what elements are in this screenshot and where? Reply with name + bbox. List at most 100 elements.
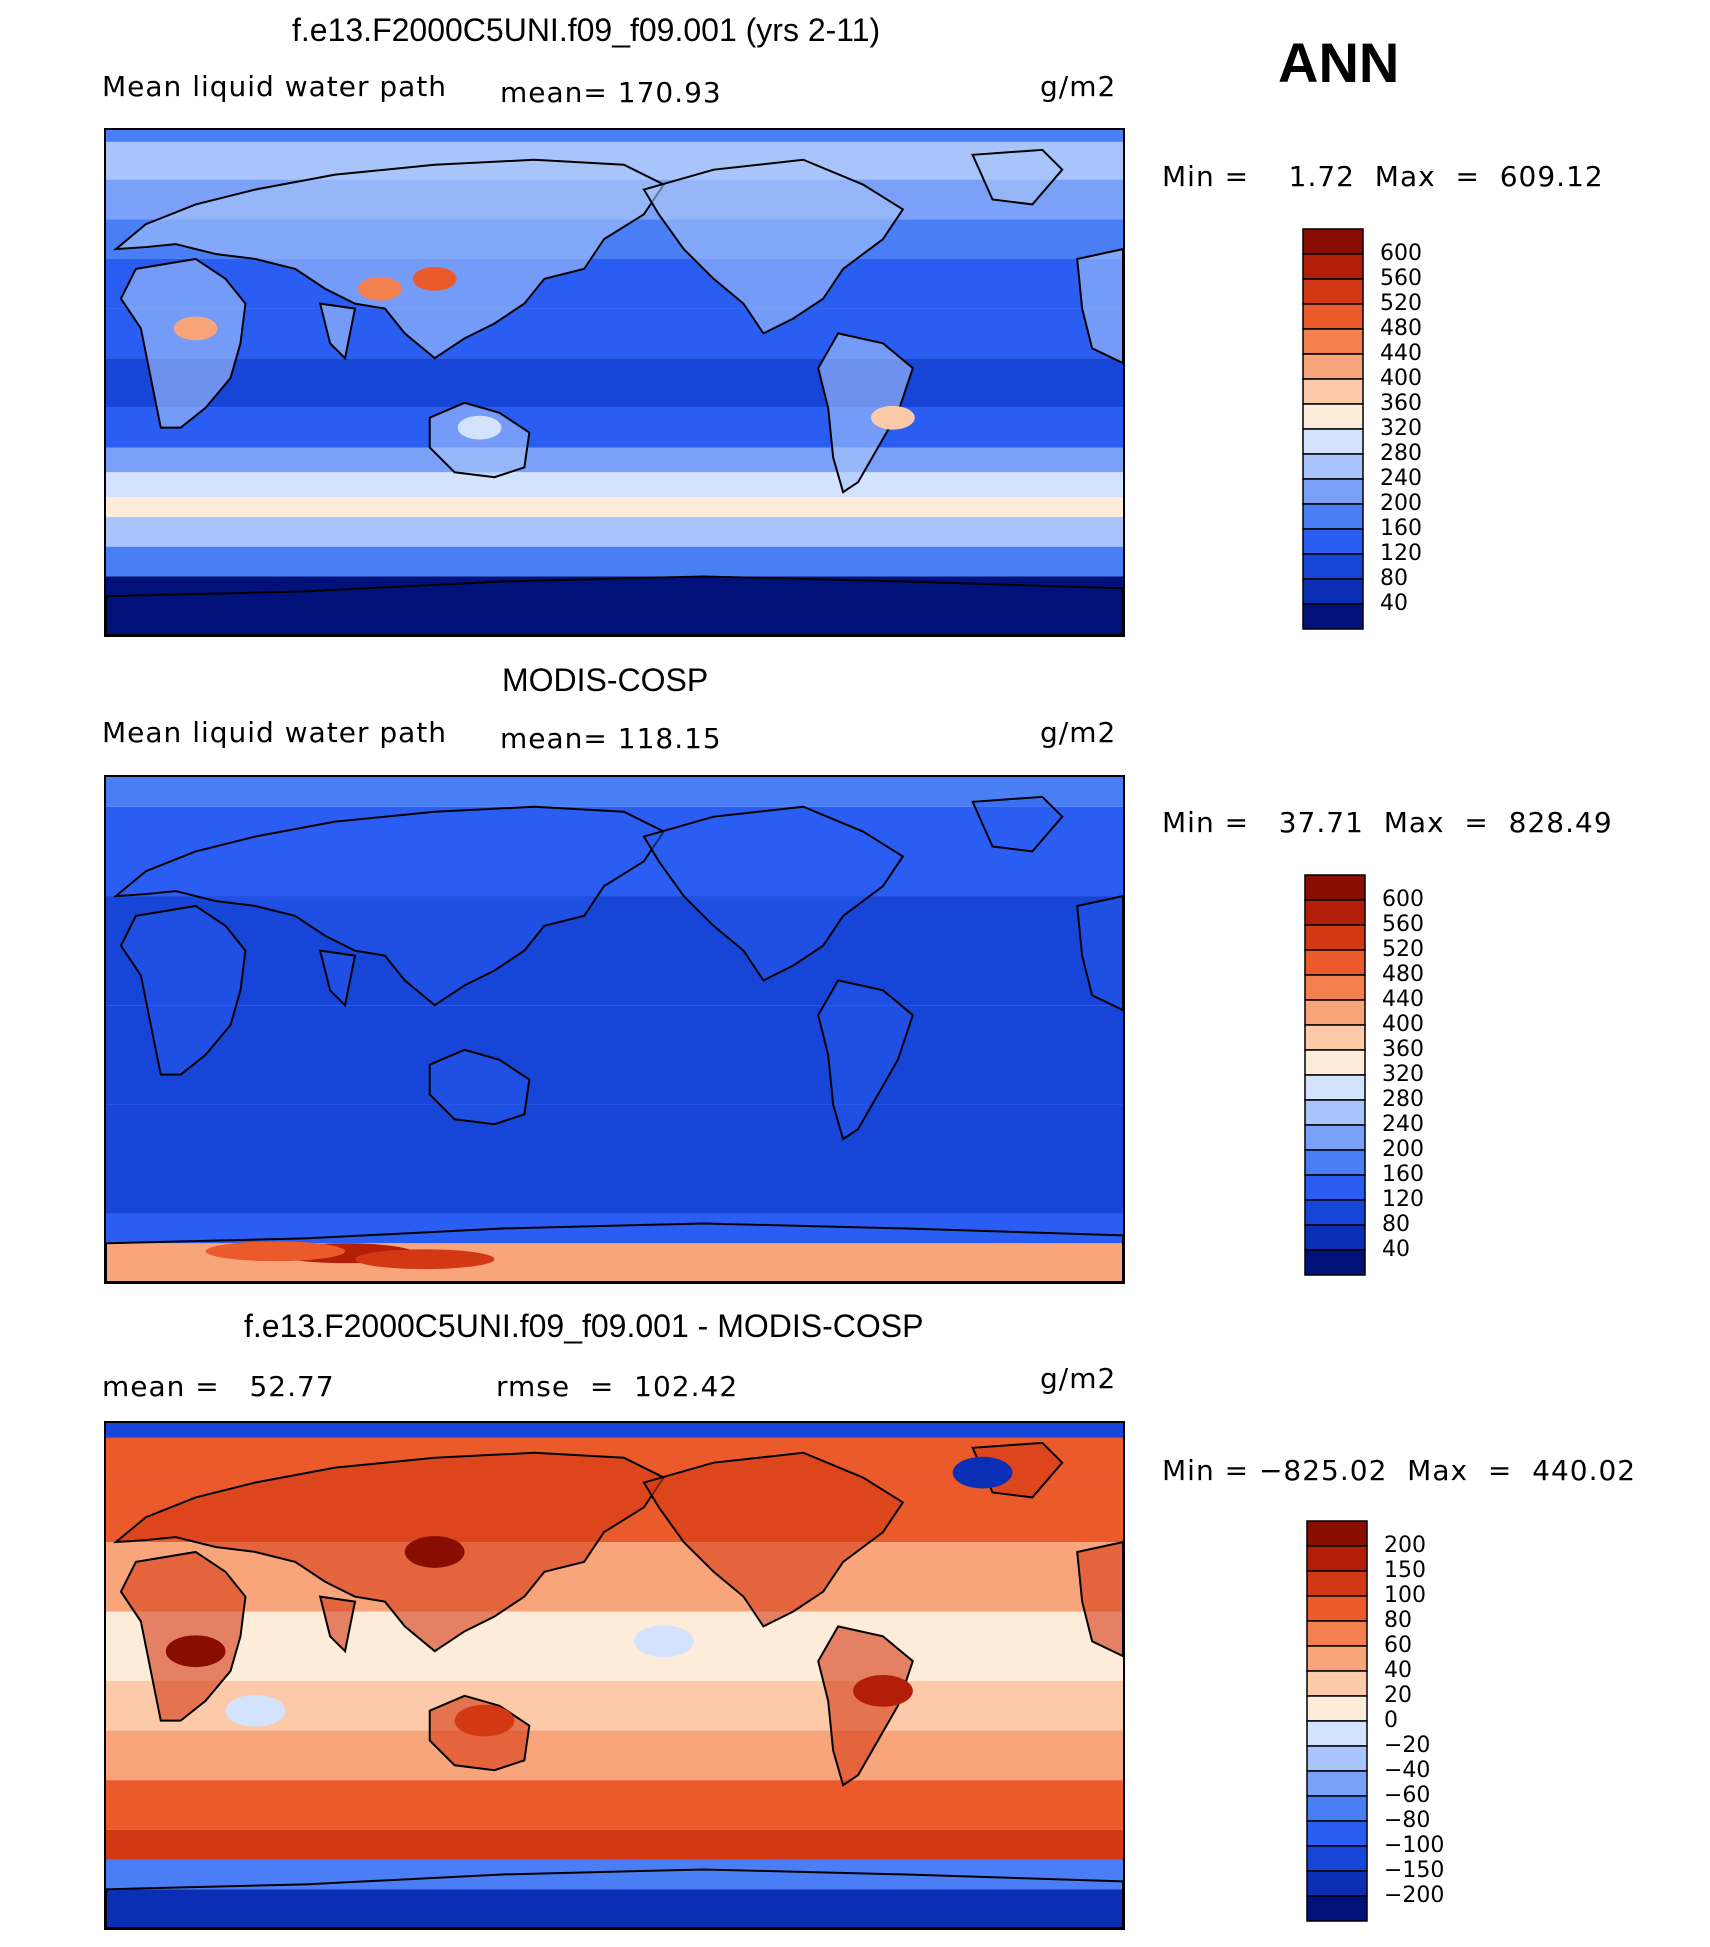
colorbar-tick-label: −100	[1384, 1833, 1445, 1858]
colorbar-cell	[1302, 378, 1364, 405]
coastline-south-america	[817, 332, 914, 494]
coastline-australia	[428, 1048, 531, 1126]
colorbar-tick-label: 400	[1382, 1012, 1424, 1037]
colorbar-cell	[1302, 228, 1364, 255]
panel2-map	[104, 775, 1125, 1284]
colorbar-cell	[1304, 999, 1366, 1026]
field-spot	[165, 1635, 226, 1668]
colorbar-tick-label: 40	[1384, 1658, 1412, 1683]
panel2-mean-label: mean= 118.15	[500, 722, 722, 755]
colorbar-cell	[1304, 899, 1366, 926]
field-spot	[404, 1536, 465, 1568]
coastline-east-africa-edge	[1076, 1541, 1123, 1658]
colorbar-cell	[1302, 353, 1364, 380]
colorbar-cell	[1302, 428, 1364, 455]
map-field	[106, 1423, 1123, 1928]
colorbar-cell	[1304, 1199, 1366, 1226]
colorbar-cell	[1302, 528, 1364, 555]
colorbar-cell	[1306, 1770, 1368, 1797]
colorbar-tick-label: 560	[1382, 912, 1424, 937]
field-spot	[454, 1704, 515, 1737]
field-spot	[355, 1249, 495, 1270]
coastline-africa	[119, 1550, 247, 1722]
colorbar-tick-label: 200	[1380, 491, 1422, 516]
colorbar-tick-label: 60	[1384, 1633, 1412, 1658]
panel2-title: MODIS-COSP	[502, 662, 709, 698]
colorbar-cell	[1304, 874, 1366, 901]
coastline-africa	[119, 904, 247, 1076]
coastline-antarctica	[106, 575, 1123, 635]
colorbar-cell	[1306, 1820, 1368, 1847]
colorbar-cell	[1306, 1595, 1368, 1622]
colorbar-tick-label: 240	[1382, 1112, 1424, 1137]
colorbar-cell	[1302, 328, 1364, 355]
panel2-colorbar: 600 560 520 480 440 400 360 320 280 240 200 160 120 8…	[1304, 874, 1464, 1282]
coastline-east-africa-edge	[1076, 248, 1123, 365]
colorbar-svg	[1306, 1520, 1368, 1922]
colorbar-tick-label: 240	[1380, 466, 1422, 491]
colorbar-svg	[1302, 228, 1364, 630]
colorbar-tick-label: 400	[1380, 366, 1422, 391]
panel3-minmax: Min = −825.02 Max = 440.02	[1162, 1454, 1637, 1487]
colorbar-cell	[1304, 1124, 1366, 1151]
panel1-minmax: Min = 1.72 Max = 609.12	[1162, 160, 1604, 193]
colorbar-cell	[1306, 1845, 1368, 1872]
coastline-greenland	[971, 795, 1064, 853]
colorbar-cell	[1304, 924, 1366, 951]
colorbar-cell	[1302, 278, 1364, 305]
map-field	[106, 130, 1123, 635]
colorbar-cell	[1302, 553, 1364, 580]
colorbar-cell	[1304, 1024, 1366, 1051]
colorbar-tick-label: 150	[1384, 1558, 1426, 1583]
colorbar-cell	[1306, 1695, 1368, 1722]
colorbar-cell	[1306, 1620, 1368, 1647]
coastline-europe-asia	[112, 158, 666, 360]
panel3-rmse-label: rmse = 102.42	[496, 1370, 739, 1403]
field-spot	[870, 405, 915, 430]
panel1-colorbar: 600 560 520 480 440 400 360 320 280 240 200 160 120 8…	[1302, 228, 1462, 636]
colorbar-cell	[1302, 478, 1364, 505]
panel2-units: g/m2	[1040, 716, 1117, 749]
panel1-left-label: Mean liquid water path	[102, 70, 448, 103]
colorbar-tick-label: 160	[1380, 516, 1422, 541]
field-spot	[205, 1241, 346, 1262]
colorbar-tick-label: 200	[1382, 1137, 1424, 1162]
coastline-europe-asia	[112, 1451, 666, 1653]
colorbar-cell	[1302, 578, 1364, 605]
colorbar-tick-label: −60	[1384, 1783, 1431, 1808]
panel3-title: f.e13.F2000C5UNI.f09_f09.001 - MODIS-COS…	[244, 1308, 924, 1344]
panel1-title: f.e13.F2000C5UNI.f09_f09.001 (yrs 2-11)	[292, 12, 881, 48]
panel3-left-label: mean = 52.77	[102, 1370, 335, 1403]
panel3-map	[104, 1421, 1125, 1930]
colorbar-cell	[1306, 1670, 1368, 1697]
colorbar-tick-label: −200	[1384, 1883, 1445, 1908]
field-spot	[853, 1675, 913, 1707]
colorbar-tick-label: 100	[1384, 1583, 1426, 1608]
colorbar-tick-label: 280	[1382, 1087, 1424, 1112]
panel2-left-label: Mean liquid water path	[102, 716, 448, 749]
coastline-north-america	[642, 805, 905, 982]
coastline-australia	[428, 401, 531, 479]
field-spot	[173, 316, 218, 341]
colorbar-cell	[1306, 1520, 1368, 1547]
colorbar-svg	[1304, 874, 1366, 1276]
field-spot	[412, 266, 457, 291]
coastline-india	[318, 302, 357, 361]
coastline-india	[318, 1595, 357, 1654]
colorbar-tick-label: 440	[1382, 987, 1424, 1012]
colorbar-cell	[1304, 1074, 1366, 1101]
colorbar-cell	[1302, 453, 1364, 480]
colorbar-tick-label: 80	[1384, 1608, 1412, 1633]
coastline-antarctica	[106, 1222, 1123, 1282]
colorbar-tick-label: 40	[1380, 591, 1408, 616]
field-spot	[358, 276, 402, 301]
colorbar-tick-label: 20	[1384, 1683, 1412, 1708]
colorbar-tick-label: 480	[1382, 962, 1424, 987]
colorbar-tick-label: 480	[1380, 316, 1422, 341]
colorbar-tick-label: −40	[1384, 1758, 1431, 1783]
coastline-east-africa-edge	[1076, 895, 1123, 1012]
coastline-africa	[119, 257, 247, 429]
coastline-europe-asia	[112, 805, 666, 1007]
coastline-north-america	[642, 1451, 905, 1628]
colorbar-tick-label: 80	[1382, 1212, 1410, 1237]
